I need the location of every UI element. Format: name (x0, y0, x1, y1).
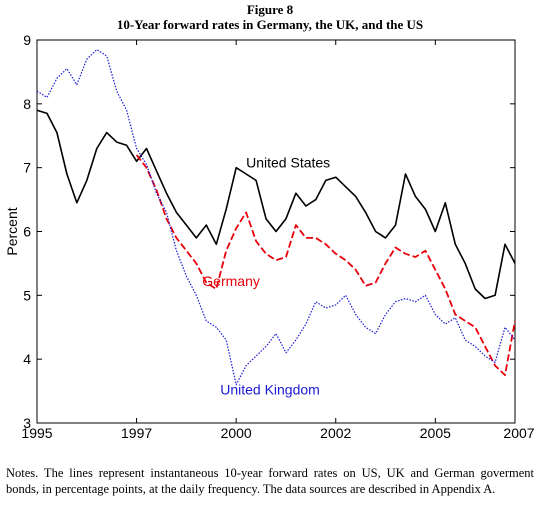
series-label-germany: Germany (202, 273, 260, 289)
figure-title: Figure 8 (246, 2, 294, 17)
figure-notes: Notes. The lines represent instantaneous… (6, 466, 534, 496)
y-tick-label: 4 (23, 351, 31, 367)
y-tick-label: 3 (23, 415, 31, 431)
series-line-united-states (36, 109, 516, 300)
series-label-united-kingdom: United Kingdom (220, 381, 320, 397)
series-label-united-states: United States (246, 155, 330, 171)
x-tick-label: 1995 (21, 425, 52, 441)
x-tick-label: 2007 (503, 425, 534, 441)
y-tick-label: 9 (23, 32, 31, 48)
forward-rates-chart: 3 4 5 6 7 8 9 1995 1997 2000 2002 2005 2007 Percent Un… (4, 32, 535, 441)
figure-subtitle: 10-Year forward rates in Germany, the UK… (116, 17, 424, 32)
y-tick-label: 6 (23, 224, 31, 240)
x-tick-label: 2002 (320, 425, 351, 441)
series-line-united-kingdom (36, 49, 516, 386)
y-tick-label: 5 (23, 287, 31, 303)
y-tick-label: 7 (23, 160, 31, 176)
y-tick-label: 8 (23, 96, 31, 112)
y-axis-label: Percent (4, 207, 20, 255)
series-line-germany (135, 154, 516, 376)
x-tick-label: 1997 (121, 425, 152, 441)
x-tick-label: 2000 (221, 425, 252, 441)
x-tick-label: 2005 (420, 425, 451, 441)
